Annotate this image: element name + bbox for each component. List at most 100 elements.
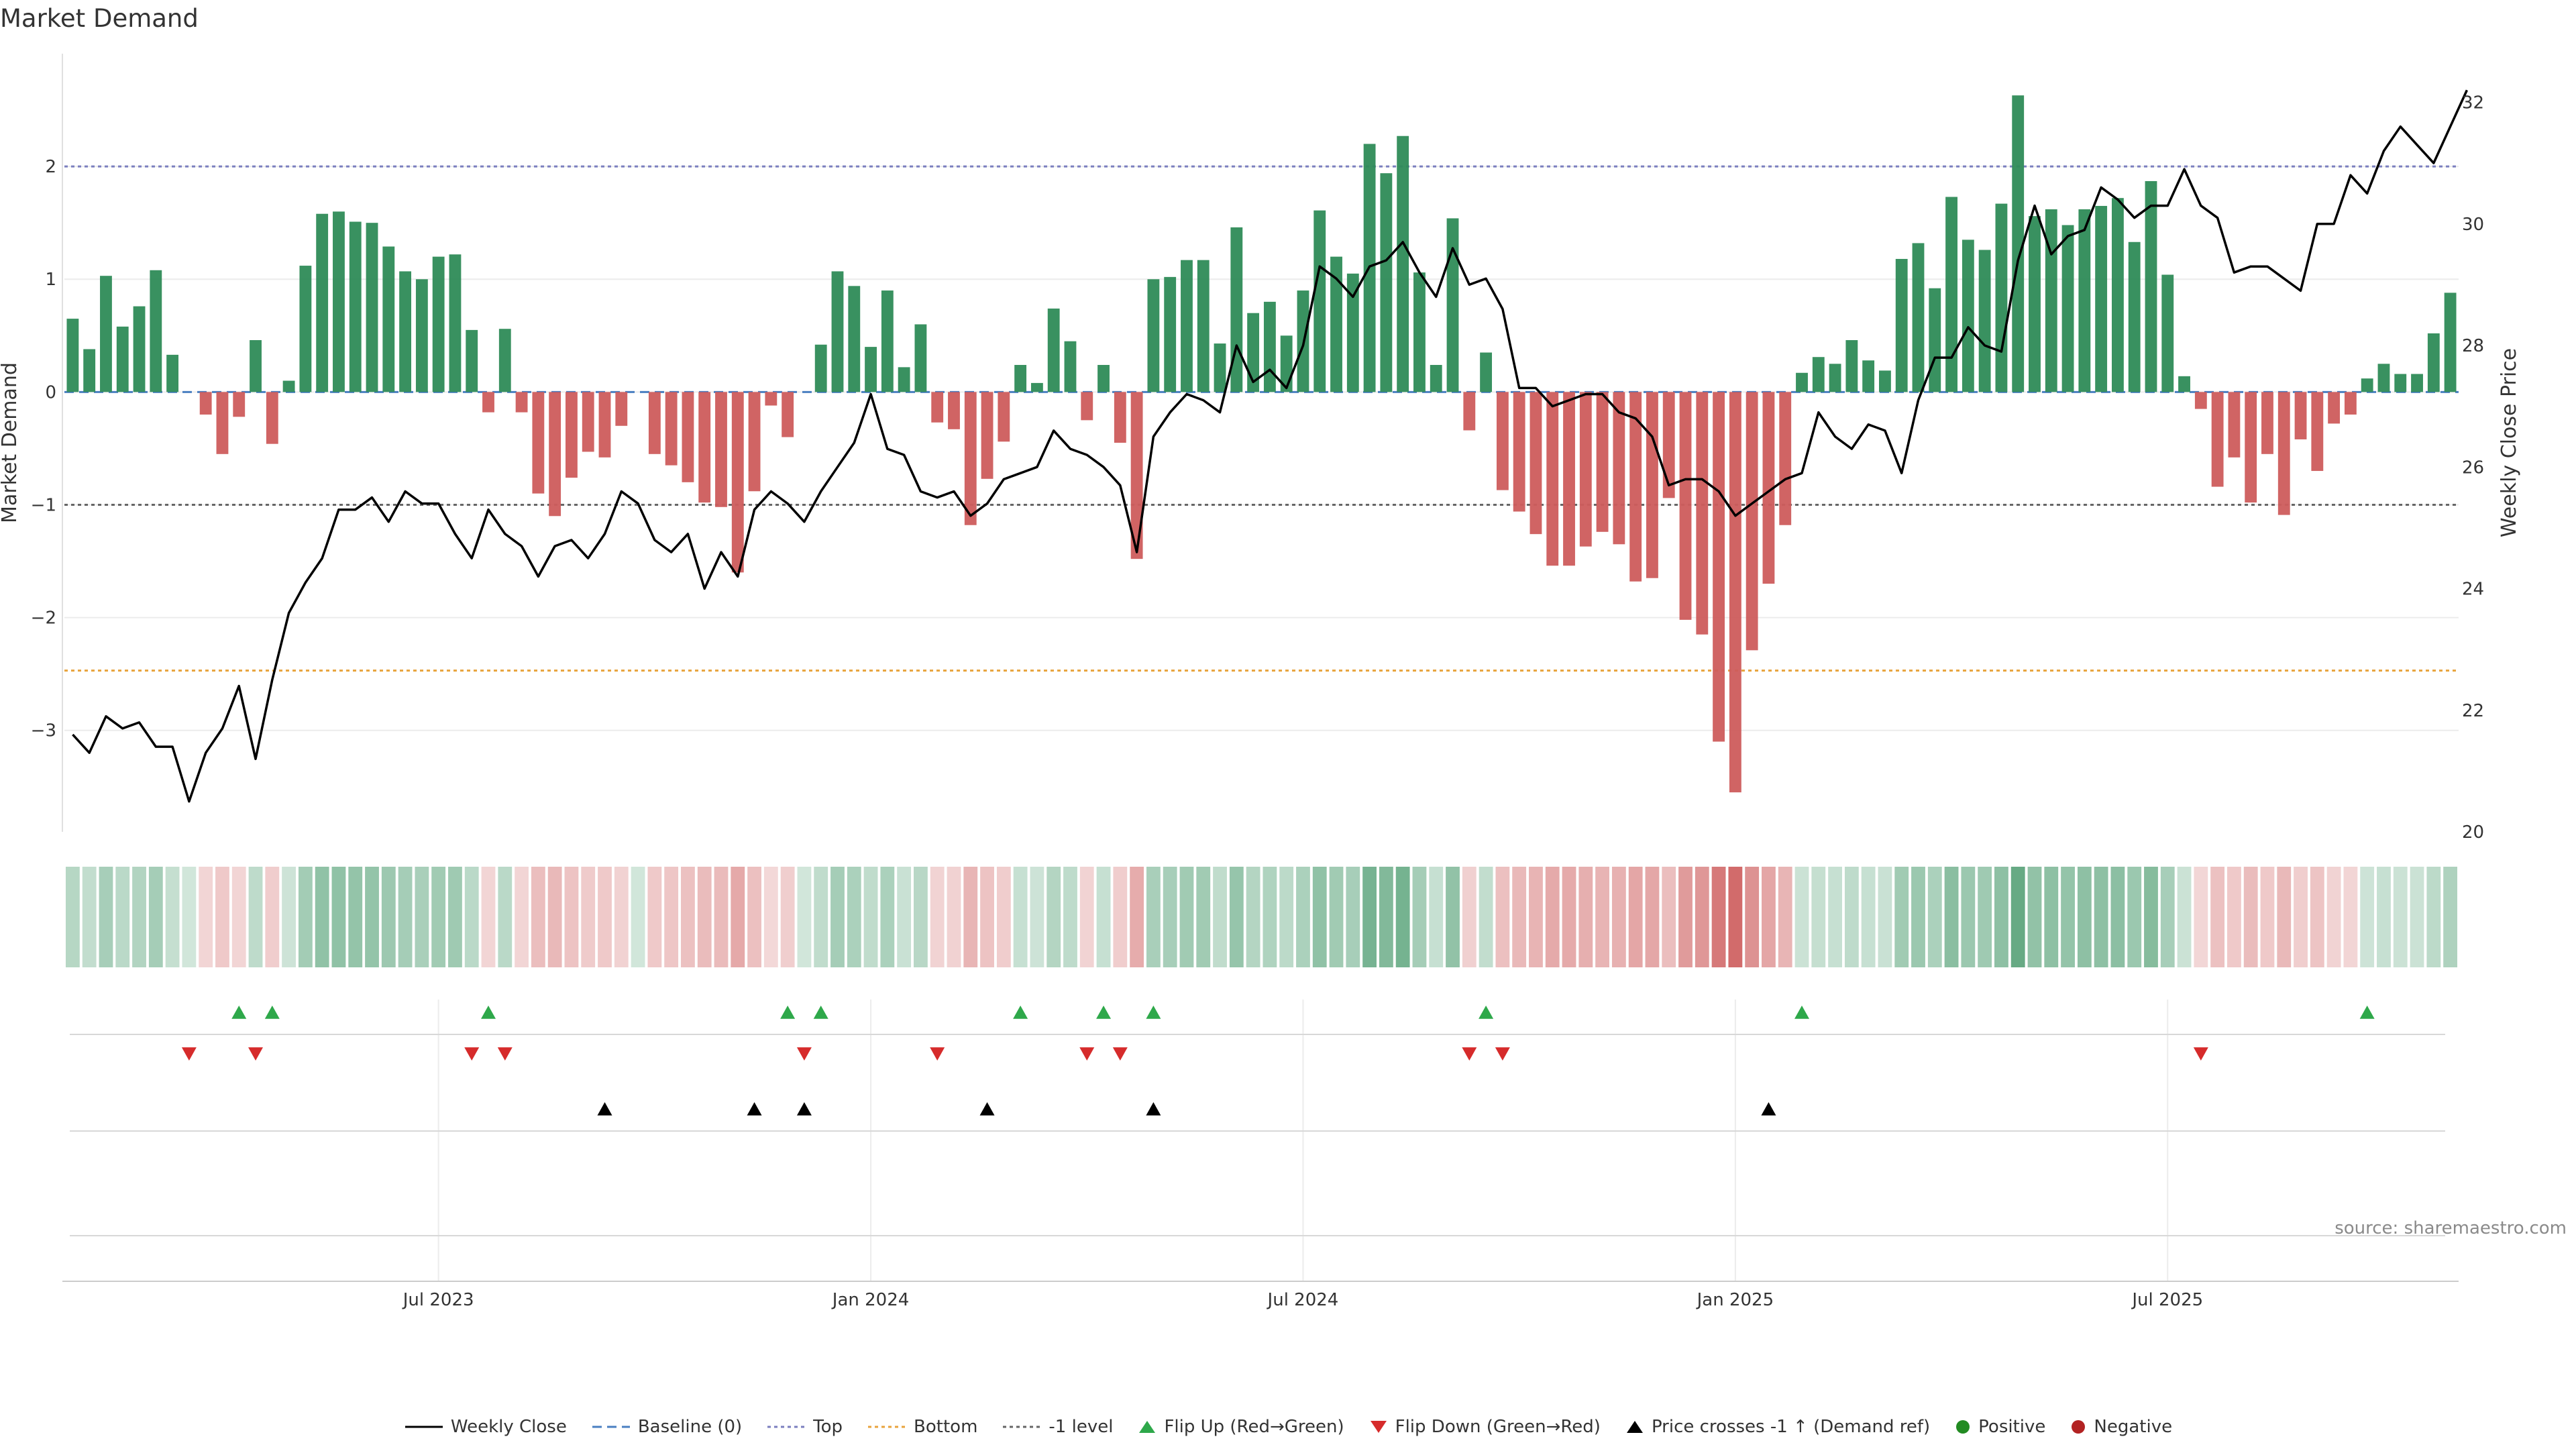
demand-bar-negative bbox=[216, 392, 229, 454]
heat-cell bbox=[1296, 867, 1310, 967]
heat-cell bbox=[581, 867, 596, 967]
demand-bar-positive bbox=[432, 256, 445, 392]
heat-cell bbox=[2061, 867, 2075, 967]
heat-cell bbox=[1329, 867, 1344, 967]
demand-bar-negative bbox=[2245, 392, 2257, 503]
heat-cell bbox=[1844, 867, 1859, 967]
heat-cell bbox=[763, 867, 778, 967]
flip-up-marker bbox=[1479, 1006, 1494, 1019]
heat-cell bbox=[348, 867, 363, 967]
market-demand-chart: 2 1 0 −1 −2 −3 Jul 2023 Jan 2024 Jul 2024 Jan 202… bbox=[0, 54, 2521, 1310]
heat-cell bbox=[2160, 867, 2175, 967]
heat-cell bbox=[2010, 867, 2025, 967]
heat-cell bbox=[448, 867, 462, 967]
heat-cell bbox=[99, 867, 113, 967]
heat-cell bbox=[1495, 867, 1510, 967]
demand-bar-negative bbox=[1463, 392, 1476, 431]
flip-up-marker bbox=[264, 1006, 280, 1019]
demand-bar-negative bbox=[549, 392, 561, 517]
flip-up-marker bbox=[481, 1006, 496, 1019]
heat-cell bbox=[2443, 867, 2458, 967]
demand-bar-negative bbox=[199, 392, 212, 415]
demand-bar-positive bbox=[382, 246, 395, 392]
price-cross-marker bbox=[796, 1102, 812, 1116]
signal-markers bbox=[70, 1006, 2445, 1236]
demand-bar-negative bbox=[1546, 392, 1559, 566]
left-axis-title: Market Demand bbox=[0, 362, 21, 523]
heat-cell bbox=[814, 867, 828, 967]
heat-cell bbox=[1961, 867, 1976, 967]
heat-cell bbox=[231, 867, 246, 967]
heat-cell bbox=[1828, 867, 1842, 967]
demand-bar-positive bbox=[1995, 203, 2008, 392]
heat-cell bbox=[963, 867, 978, 967]
demand-bar-positive bbox=[2095, 205, 2108, 392]
heat-cell bbox=[165, 867, 180, 967]
heat-cell bbox=[1778, 867, 1792, 967]
heat-cell bbox=[2210, 867, 2225, 967]
heat-cell bbox=[1246, 867, 1260, 967]
heat-cell bbox=[148, 867, 163, 967]
demand-bar-positive bbox=[1330, 256, 1342, 392]
heat-cell bbox=[731, 867, 745, 967]
demand-bar-positive bbox=[831, 271, 844, 392]
left-tick-label: −1 bbox=[31, 495, 56, 515]
demand-bar-negative bbox=[731, 392, 744, 573]
demand-bar-negative bbox=[931, 392, 944, 423]
demand-bar-positive bbox=[1197, 260, 1210, 392]
demand-bar-positive bbox=[2178, 376, 2190, 392]
demand-bar-negative bbox=[2228, 392, 2241, 458]
demand-bar-negative bbox=[782, 392, 794, 437]
demand-bar-negative bbox=[266, 392, 278, 444]
heat-cell bbox=[647, 867, 662, 967]
heat-cell bbox=[1861, 867, 1876, 967]
heat-cell bbox=[2326, 867, 2341, 967]
demand-bar-positive bbox=[1413, 272, 1426, 392]
price-cross-marker bbox=[979, 1102, 995, 1116]
heat-cell bbox=[1711, 867, 1726, 967]
legend-label: Positive bbox=[1978, 1417, 2046, 1437]
demand-bar-negative bbox=[582, 392, 594, 452]
demand-bar-negative bbox=[1629, 392, 1642, 582]
demand-bar-positive bbox=[449, 254, 462, 392]
demand-bar-positive bbox=[2161, 274, 2174, 392]
heat-cell bbox=[398, 867, 413, 967]
demand-bar-negative bbox=[765, 392, 777, 406]
right-tick-label: 22 bbox=[2462, 701, 2484, 721]
heat-cell bbox=[1096, 867, 1111, 967]
heat-cell bbox=[1346, 867, 1360, 967]
demand-bar-positive bbox=[1097, 365, 1110, 392]
heat-cell bbox=[2426, 867, 2441, 967]
demand-bar-positive bbox=[1380, 173, 1393, 392]
heat-cell bbox=[2127, 867, 2142, 967]
legend-label: Baseline (0) bbox=[637, 1417, 743, 1437]
demand-bar-negative bbox=[981, 392, 994, 479]
demand-bar-negative bbox=[2294, 392, 2307, 439]
flip-down-marker bbox=[1112, 1047, 1128, 1061]
heat-cell bbox=[614, 867, 629, 967]
heat-cell bbox=[2094, 867, 2108, 967]
demand-bar-positive bbox=[1430, 365, 1442, 392]
legend-label: Price crosses -1 ↑ (Demand ref) bbox=[1651, 1417, 1931, 1437]
flip-up-marker bbox=[1146, 1006, 1161, 1019]
heat-cell bbox=[1362, 867, 1377, 967]
legend-label: Top bbox=[813, 1417, 843, 1437]
flip-up-marker bbox=[2359, 1006, 2375, 1019]
demand-bar-positive bbox=[1147, 279, 1160, 392]
heat-cell bbox=[598, 867, 612, 967]
demand-bar-negative bbox=[1679, 392, 1692, 620]
heat-cell bbox=[1911, 867, 1925, 967]
heat-cell bbox=[1695, 867, 1709, 967]
legend-label: Negative bbox=[2094, 1417, 2173, 1437]
demand-bars bbox=[66, 95, 2457, 793]
heat-cell bbox=[282, 867, 297, 967]
flip-down-marker bbox=[464, 1047, 480, 1061]
heat-cell bbox=[132, 867, 146, 967]
heat-cell bbox=[415, 867, 429, 967]
demand-bar-positive bbox=[2045, 209, 2057, 392]
heat-cell bbox=[1196, 867, 1211, 967]
heat-cell bbox=[797, 867, 812, 967]
heat-cell bbox=[1395, 867, 1410, 967]
demand-bar-positive bbox=[1230, 227, 1243, 392]
demand-bar-negative bbox=[1729, 392, 1741, 793]
